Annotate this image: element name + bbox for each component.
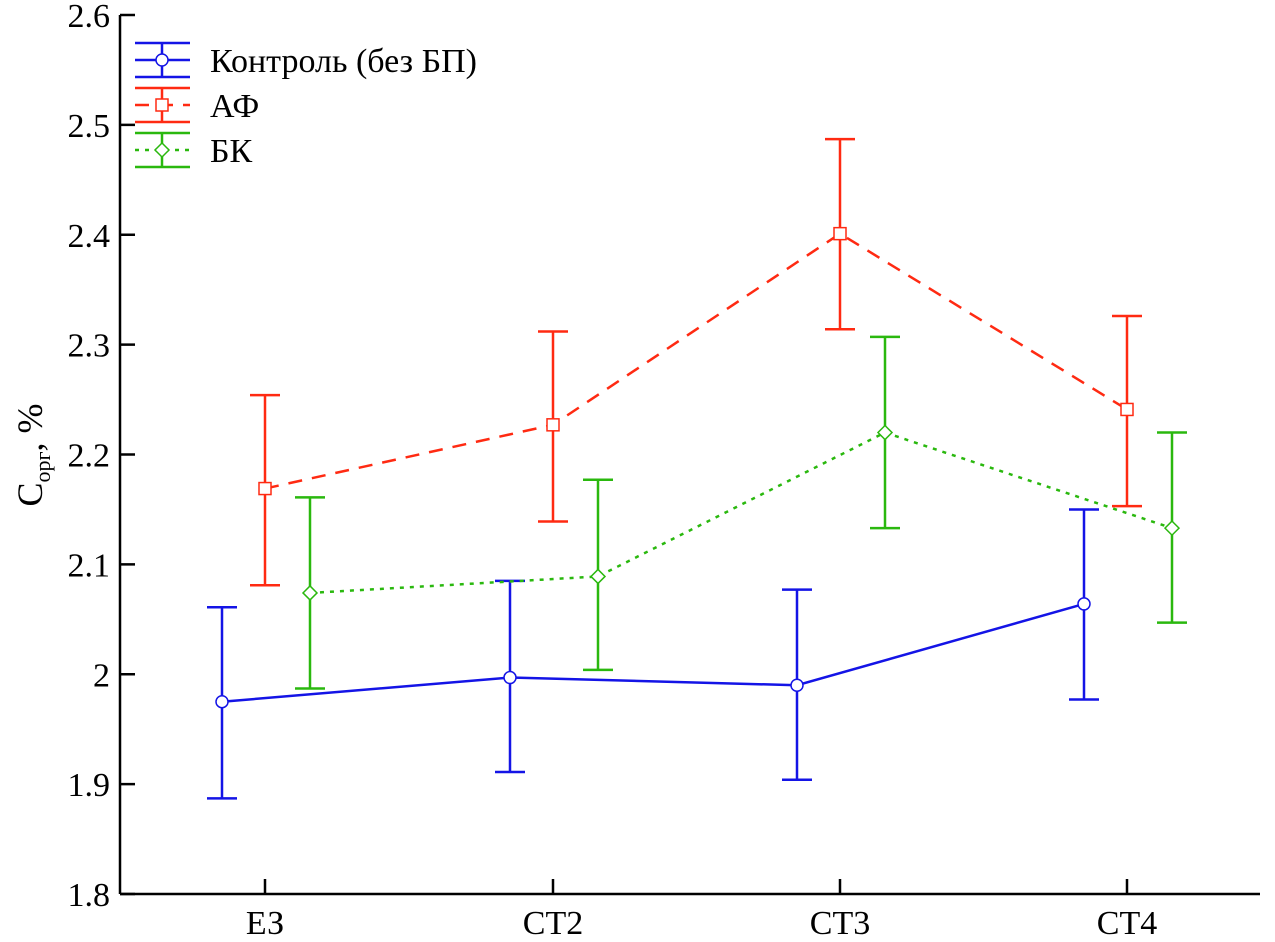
data-point — [215, 694, 229, 709]
legend-label: АФ — [210, 88, 259, 125]
y-tick-label: 1.9 — [68, 767, 111, 804]
y-tick-label: 2.3 — [68, 328, 111, 365]
y-tick-label: 2.6 — [68, 0, 111, 35]
series-line — [264, 232, 1128, 490]
y-axis-label-suffix: , % — [10, 403, 50, 451]
y-axis-label: Cорг, % — [10, 403, 55, 506]
legend-label: Контроль (без БП) — [210, 43, 477, 80]
data-point — [833, 226, 847, 241]
data-point — [546, 418, 560, 432]
legend-item: АФ — [135, 86, 259, 125]
y-axis-label-main: C — [10, 483, 50, 507]
legend-label: БК — [210, 133, 253, 170]
axes: 1.8 1.9 2 2.1 2.2 2.3 2.4 2.5 2.6 ЕЗ СТ2 СТ3 СТ4 — [68, 0, 1260, 942]
y-tick-label: 2.5 — [68, 108, 111, 145]
data-point — [301, 584, 319, 602]
data-point — [790, 678, 804, 692]
series-line — [309, 431, 1173, 595]
x-tick-label: СТ2 — [523, 905, 583, 942]
x-tick-label: СТ3 — [810, 905, 870, 942]
series-2 — [295, 335, 1187, 690]
y-tick-label: 2.2 — [68, 438, 111, 475]
legend-marker — [155, 98, 169, 112]
y-tick-label: 2.1 — [68, 547, 111, 584]
legend-marker — [153, 141, 171, 159]
y-axis-label-sub: орг — [30, 451, 55, 482]
data-point — [1120, 402, 1134, 417]
y-tick-label: 2.4 — [68, 218, 111, 255]
data-point — [589, 568, 607, 585]
x-tick-label: ЕЗ — [246, 905, 284, 942]
data-point — [1163, 520, 1181, 537]
series-1 — [250, 137, 1142, 587]
legend-item: БК — [135, 131, 253, 170]
data-point — [1077, 597, 1091, 611]
legend-marker — [155, 53, 169, 67]
y-tick-label: 1.8 — [68, 877, 111, 914]
legend: Контроль (без БП) АФ БК — [135, 41, 477, 170]
y-tick-label: 2 — [93, 657, 110, 694]
data-point — [258, 481, 272, 496]
data-point — [876, 424, 894, 441]
data-point — [503, 670, 517, 685]
legend-item: Контроль (без БП) — [135, 41, 477, 80]
plot-area — [207, 137, 1187, 800]
series-0 — [207, 508, 1099, 800]
x-tick-label: СТ4 — [1097, 905, 1157, 942]
series-line — [221, 602, 1085, 703]
